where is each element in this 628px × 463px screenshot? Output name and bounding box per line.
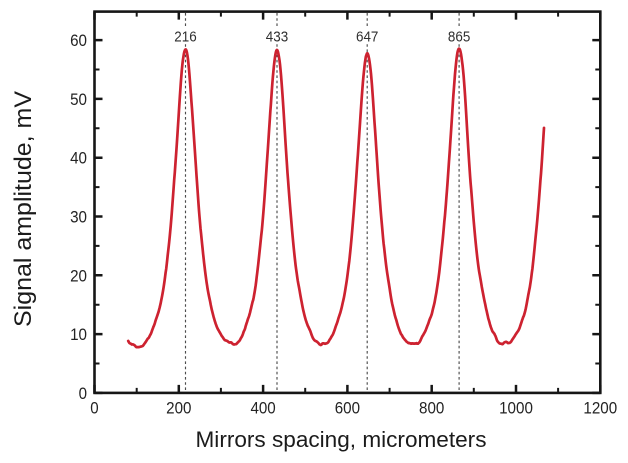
svg-text:60: 60 <box>70 31 87 50</box>
svg-text:40: 40 <box>70 149 87 168</box>
svg-text:Mirrors spacing, micrometers: Mirrors spacing, micrometers <box>196 427 487 452</box>
svg-text:600: 600 <box>335 399 360 418</box>
svg-text:1200: 1200 <box>583 399 617 418</box>
svg-text:200: 200 <box>166 399 191 418</box>
svg-text:865: 865 <box>448 30 470 46</box>
svg-text:647: 647 <box>356 30 378 46</box>
svg-text:Signal amplitude, mV: Signal amplitude, mV <box>10 91 37 327</box>
svg-text:400: 400 <box>250 399 275 418</box>
svg-text:0: 0 <box>79 384 87 403</box>
svg-text:216: 216 <box>174 30 196 46</box>
svg-text:1000: 1000 <box>499 399 533 418</box>
svg-text:30: 30 <box>70 208 87 227</box>
svg-text:433: 433 <box>266 30 288 46</box>
svg-text:50: 50 <box>70 90 87 109</box>
svg-text:0: 0 <box>90 399 98 418</box>
svg-text:20: 20 <box>70 266 87 285</box>
svg-text:800: 800 <box>419 399 444 418</box>
svg-text:10: 10 <box>70 325 87 344</box>
